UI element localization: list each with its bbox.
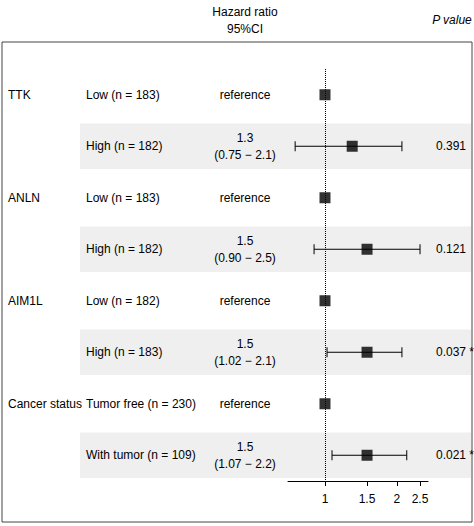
svg-text:Hazard ratio: Hazard ratio	[212, 5, 278, 19]
svg-text:0.037 *: 0.037 *	[436, 345, 474, 359]
svg-text:Low (n = 183): Low (n = 183)	[86, 191, 160, 205]
svg-text:1: 1	[322, 492, 329, 506]
svg-text:Cancer status: Cancer status	[8, 397, 82, 411]
svg-text:P value: P value	[432, 13, 472, 27]
svg-text:1.5: 1.5	[359, 492, 376, 506]
svg-text:1.5: 1.5	[237, 234, 254, 248]
svg-text:reference: reference	[220, 88, 271, 102]
svg-text:2.5: 2.5	[412, 492, 429, 506]
svg-text:0.391: 0.391	[436, 139, 466, 153]
svg-text:(1.07 − 2.2): (1.07 − 2.2)	[214, 457, 276, 471]
svg-text:0.121: 0.121	[436, 242, 466, 256]
svg-text:1.3: 1.3	[237, 131, 254, 145]
svg-text:(0.75 − 2.1): (0.75 − 2.1)	[214, 148, 276, 162]
svg-text:0.021 *: 0.021 *	[436, 448, 474, 462]
svg-text:2: 2	[394, 492, 401, 506]
svg-text:Tumor free (n = 230): Tumor free (n = 230)	[86, 397, 196, 411]
svg-text:(0.90 − 2.5): (0.90 − 2.5)	[214, 251, 276, 265]
svg-text:High (n = 182): High (n = 182)	[86, 242, 162, 256]
svg-text:1.5: 1.5	[237, 337, 254, 351]
svg-text:High (n = 183): High (n = 183)	[86, 345, 162, 359]
svg-text:ANLN: ANLN	[8, 191, 40, 205]
svg-text:reference: reference	[220, 397, 271, 411]
svg-text:AIM1L: AIM1L	[8, 294, 43, 308]
svg-text:95%CI: 95%CI	[227, 22, 263, 36]
svg-text:Low (n = 182): Low (n = 182)	[86, 294, 160, 308]
svg-text:reference: reference	[220, 191, 271, 205]
svg-text:High (n = 182): High (n = 182)	[86, 139, 162, 153]
svg-text:1.5: 1.5	[237, 440, 254, 454]
svg-text:With tumor (n = 109): With tumor (n = 109)	[86, 448, 196, 462]
svg-text:Low (n = 183): Low (n = 183)	[86, 88, 160, 102]
svg-text:reference: reference	[220, 294, 271, 308]
svg-text:TTK: TTK	[8, 88, 31, 102]
svg-text:(1.02 − 2.1): (1.02 − 2.1)	[214, 354, 276, 368]
